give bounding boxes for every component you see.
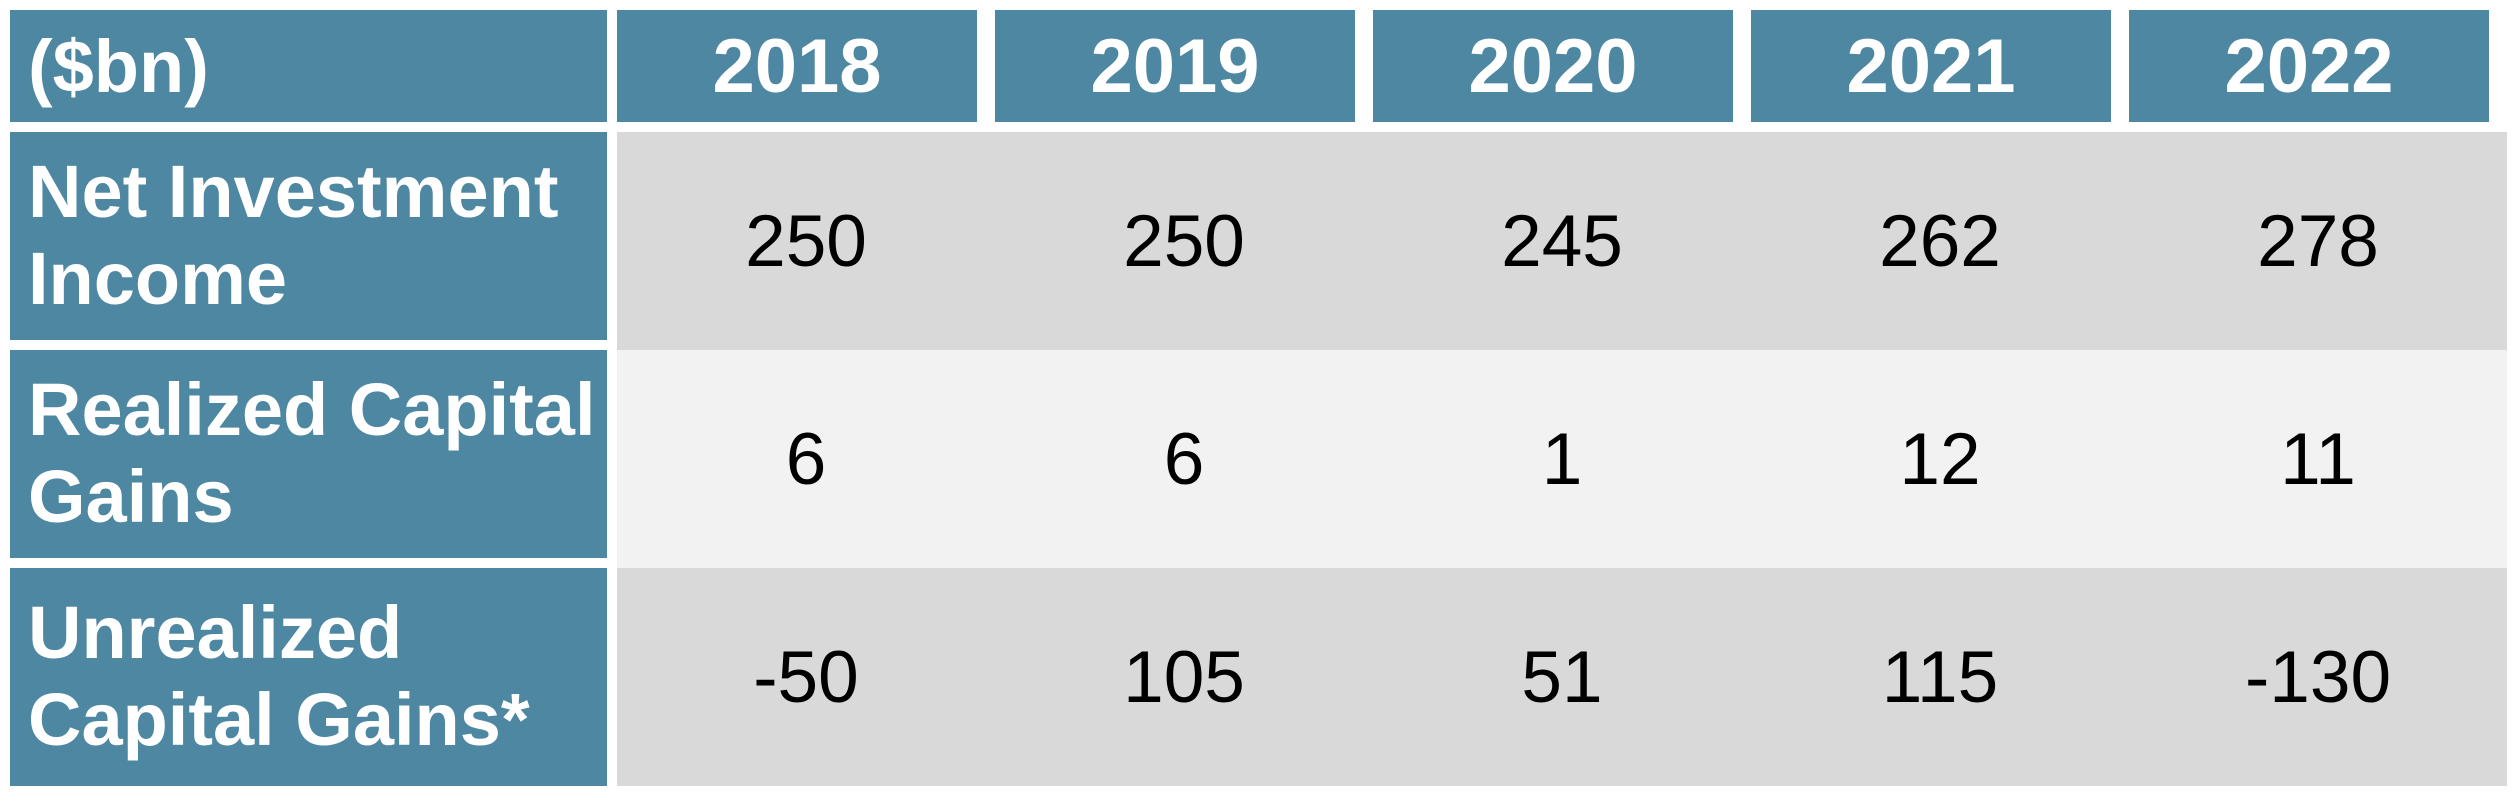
row-label-net-investment-income: Net Investment Income (10, 132, 607, 340)
value-cell: 11 (2129, 350, 2507, 568)
year-header-label: 2020 (1468, 23, 1638, 109)
year-header-2021: 2021 (1751, 10, 2111, 122)
value-cell: 51 (1373, 568, 1751, 786)
value-cell: 245 (1373, 132, 1751, 350)
financial-table: ($bn) 2018 2019 2020 2021 2022 Net Inves… (10, 10, 2507, 786)
value-cell: 105 (995, 568, 1373, 786)
year-header-label: 2018 (712, 23, 882, 109)
value-cell: 115 (1751, 568, 2129, 786)
unit-header-cell: ($bn) (10, 10, 607, 122)
year-header-2022: 2022 (2129, 10, 2489, 122)
year-header-2018: 2018 (617, 10, 977, 122)
value-cell: 6 (995, 350, 1373, 568)
year-header-label: 2022 (2224, 23, 2394, 109)
value-cell: 6 (617, 350, 995, 568)
row-label-unrealized-capital-gains: Unrealized Capital Gains* (10, 568, 607, 786)
value-cell: -130 (2129, 568, 2507, 786)
year-header-2020: 2020 (1373, 10, 1733, 122)
value-cell: 250 (617, 132, 995, 350)
row-label-realized-capital-gains: Realized Capital Gains (10, 350, 607, 558)
year-header-label: 2021 (1846, 23, 2016, 109)
value-cell: 262 (1751, 132, 2129, 350)
value-cell: 12 (1751, 350, 2129, 568)
value-cell: -50 (617, 568, 995, 786)
value-cell: 1 (1373, 350, 1751, 568)
row-label-text: Unrealized Capital Gains* (28, 591, 530, 761)
value-cell: 278 (2129, 132, 2507, 350)
row-label-text: Realized Capital Gains (28, 368, 596, 538)
unit-header-label: ($bn) (28, 24, 209, 108)
year-header-2019: 2019 (995, 10, 1355, 122)
year-header-label: 2019 (1090, 23, 1260, 109)
value-cell: 250 (995, 132, 1373, 350)
row-label-text: Net Investment Income (28, 150, 559, 320)
